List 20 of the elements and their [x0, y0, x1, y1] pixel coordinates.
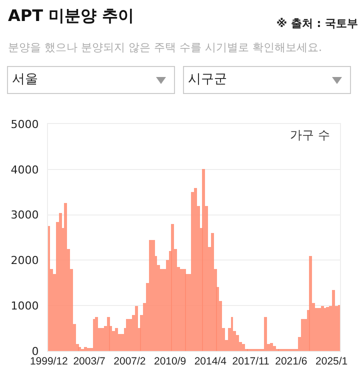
dropdown: 서울	[7, 66, 175, 94]
text: ※ 출처 : 국토부	[276, 16, 358, 31]
chart-title: APT 미분양 추이	[8, 6, 134, 27]
x-tick-label: 2007/2	[114, 356, 146, 368]
x-tick-label: 2021/6	[275, 356, 308, 368]
x-tick-label: 2017/11	[232, 356, 270, 368]
annotation: 가구 수	[290, 128, 330, 142]
x-tick-label: 2014/4	[194, 356, 227, 368]
dropdown: 시구군	[183, 66, 351, 94]
y-tick-label: 5000	[10, 118, 39, 131]
y-tick-label: 0	[32, 344, 39, 358]
x-tick-label: 1999/12	[30, 356, 68, 368]
chart-subtitle: 분양을 했으나 분양되지 않은 주택 수를 시기별로 확인해보세요.	[8, 40, 322, 55]
y-tick-label: 1000	[10, 299, 39, 312]
y-tick-label: 4000	[10, 163, 39, 176]
x-tick-label: 2025/1	[316, 356, 348, 368]
x-tick-label: 2010/9	[154, 356, 186, 368]
y-tick-label: 3000	[10, 208, 39, 222]
y-tick-label: 2000	[10, 254, 39, 268]
x-tick-label: 2003/7	[73, 356, 106, 368]
